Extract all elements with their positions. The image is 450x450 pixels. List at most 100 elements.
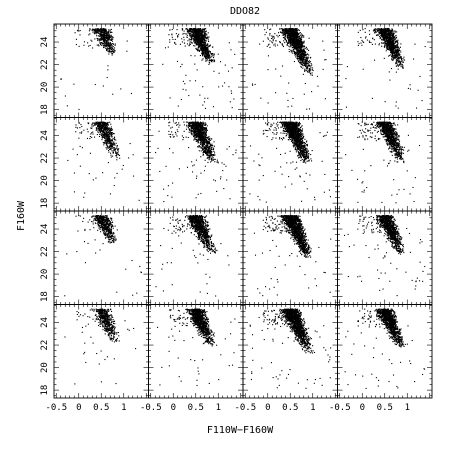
data-point (303, 55, 305, 57)
data-point (183, 42, 186, 44)
data-point (196, 29, 199, 31)
data-point (400, 43, 402, 45)
data-point (378, 31, 380, 33)
data-point (198, 28, 200, 30)
data-point (201, 30, 203, 32)
data-point (206, 47, 208, 49)
data-point (198, 50, 200, 52)
data-point (109, 46, 111, 48)
data-point (194, 28, 196, 30)
data-point (207, 37, 209, 39)
data-point (106, 145, 109, 147)
data-point (400, 56, 402, 58)
data-point (106, 40, 108, 42)
data-point (383, 33, 385, 35)
data-point (292, 41, 295, 43)
data-point (380, 29, 382, 31)
data-point (401, 64, 403, 66)
data-point (203, 45, 205, 47)
data-point (288, 28, 290, 30)
data-point (299, 48, 302, 50)
data-point (98, 38, 100, 40)
data-point (203, 101, 206, 103)
data-point (111, 37, 113, 39)
data-point (93, 30, 95, 32)
data-point (306, 59, 309, 61)
data-point (192, 29, 194, 32)
data-point (79, 34, 81, 36)
data-point (113, 141, 115, 143)
data-point (178, 33, 180, 35)
data-point (399, 63, 401, 65)
data-point (396, 44, 398, 46)
data-point (391, 58, 393, 60)
data-point (109, 121, 111, 123)
data-point (195, 38, 197, 40)
data-point (187, 121, 189, 123)
data-point (396, 49, 398, 51)
data-point (372, 37, 374, 39)
data-point (100, 30, 102, 32)
data-point (104, 42, 107, 44)
data-point (284, 29, 286, 31)
data-point (303, 61, 306, 63)
data-point (110, 126, 112, 128)
data-point (299, 62, 302, 64)
data-point (284, 37, 286, 39)
data-point (300, 40, 302, 42)
data-point (297, 60, 300, 62)
data-point (300, 57, 302, 59)
data-point (419, 75, 421, 78)
data-point (90, 127, 92, 129)
data-point (297, 55, 299, 57)
data-point (111, 52, 113, 55)
data-point (378, 44, 380, 46)
data-point (177, 36, 179, 38)
data-point (185, 28, 187, 30)
data-point (195, 40, 197, 42)
data-point (87, 123, 90, 125)
data-point (192, 38, 194, 40)
data-point (107, 35, 110, 37)
data-point (138, 199, 140, 201)
data-point (281, 65, 284, 67)
data-point (373, 30, 375, 32)
data-point (382, 42, 384, 44)
data-point (190, 28, 192, 30)
data-point (114, 44, 116, 46)
data-point (388, 27, 390, 30)
data-point (213, 70, 215, 72)
data-point (202, 48, 204, 50)
data-point (302, 54, 304, 56)
data-point (369, 33, 371, 35)
data-point (201, 43, 203, 45)
data-point (204, 34, 206, 36)
data-point (301, 61, 303, 63)
data-point (205, 47, 207, 49)
data-point (371, 43, 373, 45)
data-point (357, 44, 359, 47)
data-point (394, 42, 396, 44)
data-point (231, 67, 233, 69)
data-point (284, 30, 286, 33)
data-point (203, 34, 205, 36)
data-point (269, 40, 271, 42)
data-point (358, 43, 360, 45)
data-point (110, 44, 112, 46)
data-point (295, 45, 297, 47)
data-point (94, 136, 96, 138)
data-point (108, 43, 110, 45)
data-point (75, 43, 77, 46)
data-point (295, 31, 297, 33)
data-point (200, 30, 202, 32)
data-point (158, 130, 160, 132)
data-point (180, 98, 182, 101)
data-point (380, 31, 382, 33)
data-point (201, 39, 203, 41)
data-point (386, 44, 388, 46)
y-tick-label: 18 (40, 104, 50, 115)
data-point (302, 57, 304, 59)
data-point (391, 30, 393, 32)
data-point (97, 39, 99, 41)
data-point (285, 41, 287, 43)
